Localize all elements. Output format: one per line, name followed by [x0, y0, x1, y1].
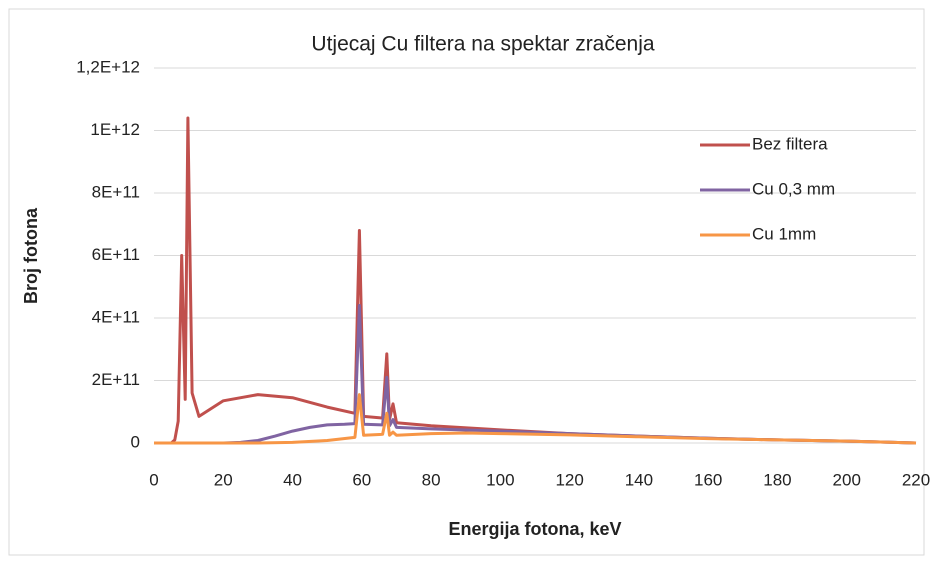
x-tick-label: 220 — [902, 470, 930, 489]
x-tick-label: 0 — [149, 470, 158, 489]
x-tick-label: 60 — [352, 470, 371, 489]
chart-frame — [8, 8, 925, 556]
x-axis-label: Energija fotona, keV — [448, 519, 621, 539]
x-tick-label: 80 — [422, 470, 441, 489]
legend-label: Cu 1mm — [752, 224, 816, 243]
y-tick-label: 1,2E+12 — [76, 57, 140, 76]
y-tick-label: 4E+11 — [92, 307, 140, 326]
x-tick-label: 160 — [694, 470, 722, 489]
series-line — [154, 393, 917, 445]
y-tick-label: 6E+11 — [92, 245, 140, 264]
y-tick-label: 1E+12 — [90, 120, 140, 139]
legend-label: Bez filtera — [752, 134, 828, 153]
chart-title: Utjecaj Cu filtera na spektar zračenja — [311, 33, 654, 56]
y-tick-label: 8E+11 — [92, 182, 140, 201]
y-axis-label: Broj fotona — [21, 207, 41, 304]
x-tick-label: 20 — [214, 470, 233, 489]
x-tick-label: 140 — [625, 470, 653, 489]
y-tick-label: 2E+11 — [92, 370, 140, 389]
legend-label: Cu 0,3 mm — [752, 179, 835, 198]
x-tick-label: 120 — [555, 470, 583, 489]
x-tick-label: 180 — [763, 470, 791, 489]
x-tick-label: 40 — [283, 470, 302, 489]
x-tick-label: 200 — [833, 470, 861, 489]
x-tick-label: 100 — [486, 470, 514, 489]
y-tick-label: 0 — [131, 432, 140, 451]
